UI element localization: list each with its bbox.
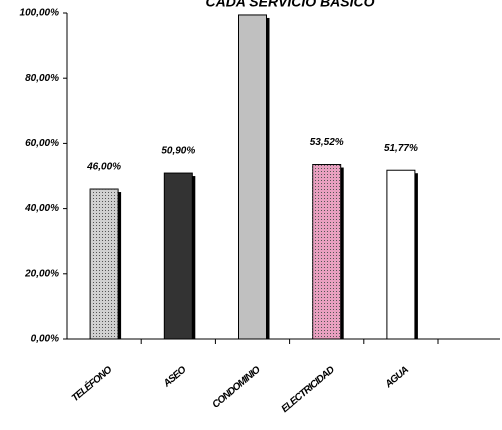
chart-title: CADA SERVICIO BASICO xyxy=(205,0,374,10)
bar-shadow xyxy=(192,176,196,339)
value-label: 46,00% xyxy=(86,162,121,173)
y-tick-label: 40,00% xyxy=(24,203,59,214)
x-tick-label: ELECTRICIDAD xyxy=(280,365,337,415)
y-tick-label: 20,00% xyxy=(24,268,59,279)
value-label: 51,77% xyxy=(384,143,418,154)
bar xyxy=(312,164,342,340)
value-label: 53,52% xyxy=(310,137,344,148)
bar xyxy=(163,172,193,340)
y-tick-label: 100,00% xyxy=(20,8,60,19)
bar xyxy=(386,169,416,340)
bar-shadow xyxy=(266,17,270,340)
x-tick-label: ASEO xyxy=(161,364,189,390)
bar xyxy=(238,14,267,340)
bar-shadow xyxy=(414,173,418,339)
x-tick-label: TELÉFONO xyxy=(69,363,115,404)
y-tick-label: 0,00% xyxy=(31,334,59,345)
x-tick-label: CONDOMINIO xyxy=(211,364,263,410)
bar xyxy=(89,188,119,340)
x-tick-label: AGUA xyxy=(383,365,411,391)
y-tick-label: 80,00% xyxy=(25,73,59,84)
bar-shadow xyxy=(340,167,344,339)
y-tick-label: 60,00% xyxy=(25,138,59,149)
value-label: 50,90% xyxy=(161,146,195,157)
bar-shadow xyxy=(118,192,122,339)
